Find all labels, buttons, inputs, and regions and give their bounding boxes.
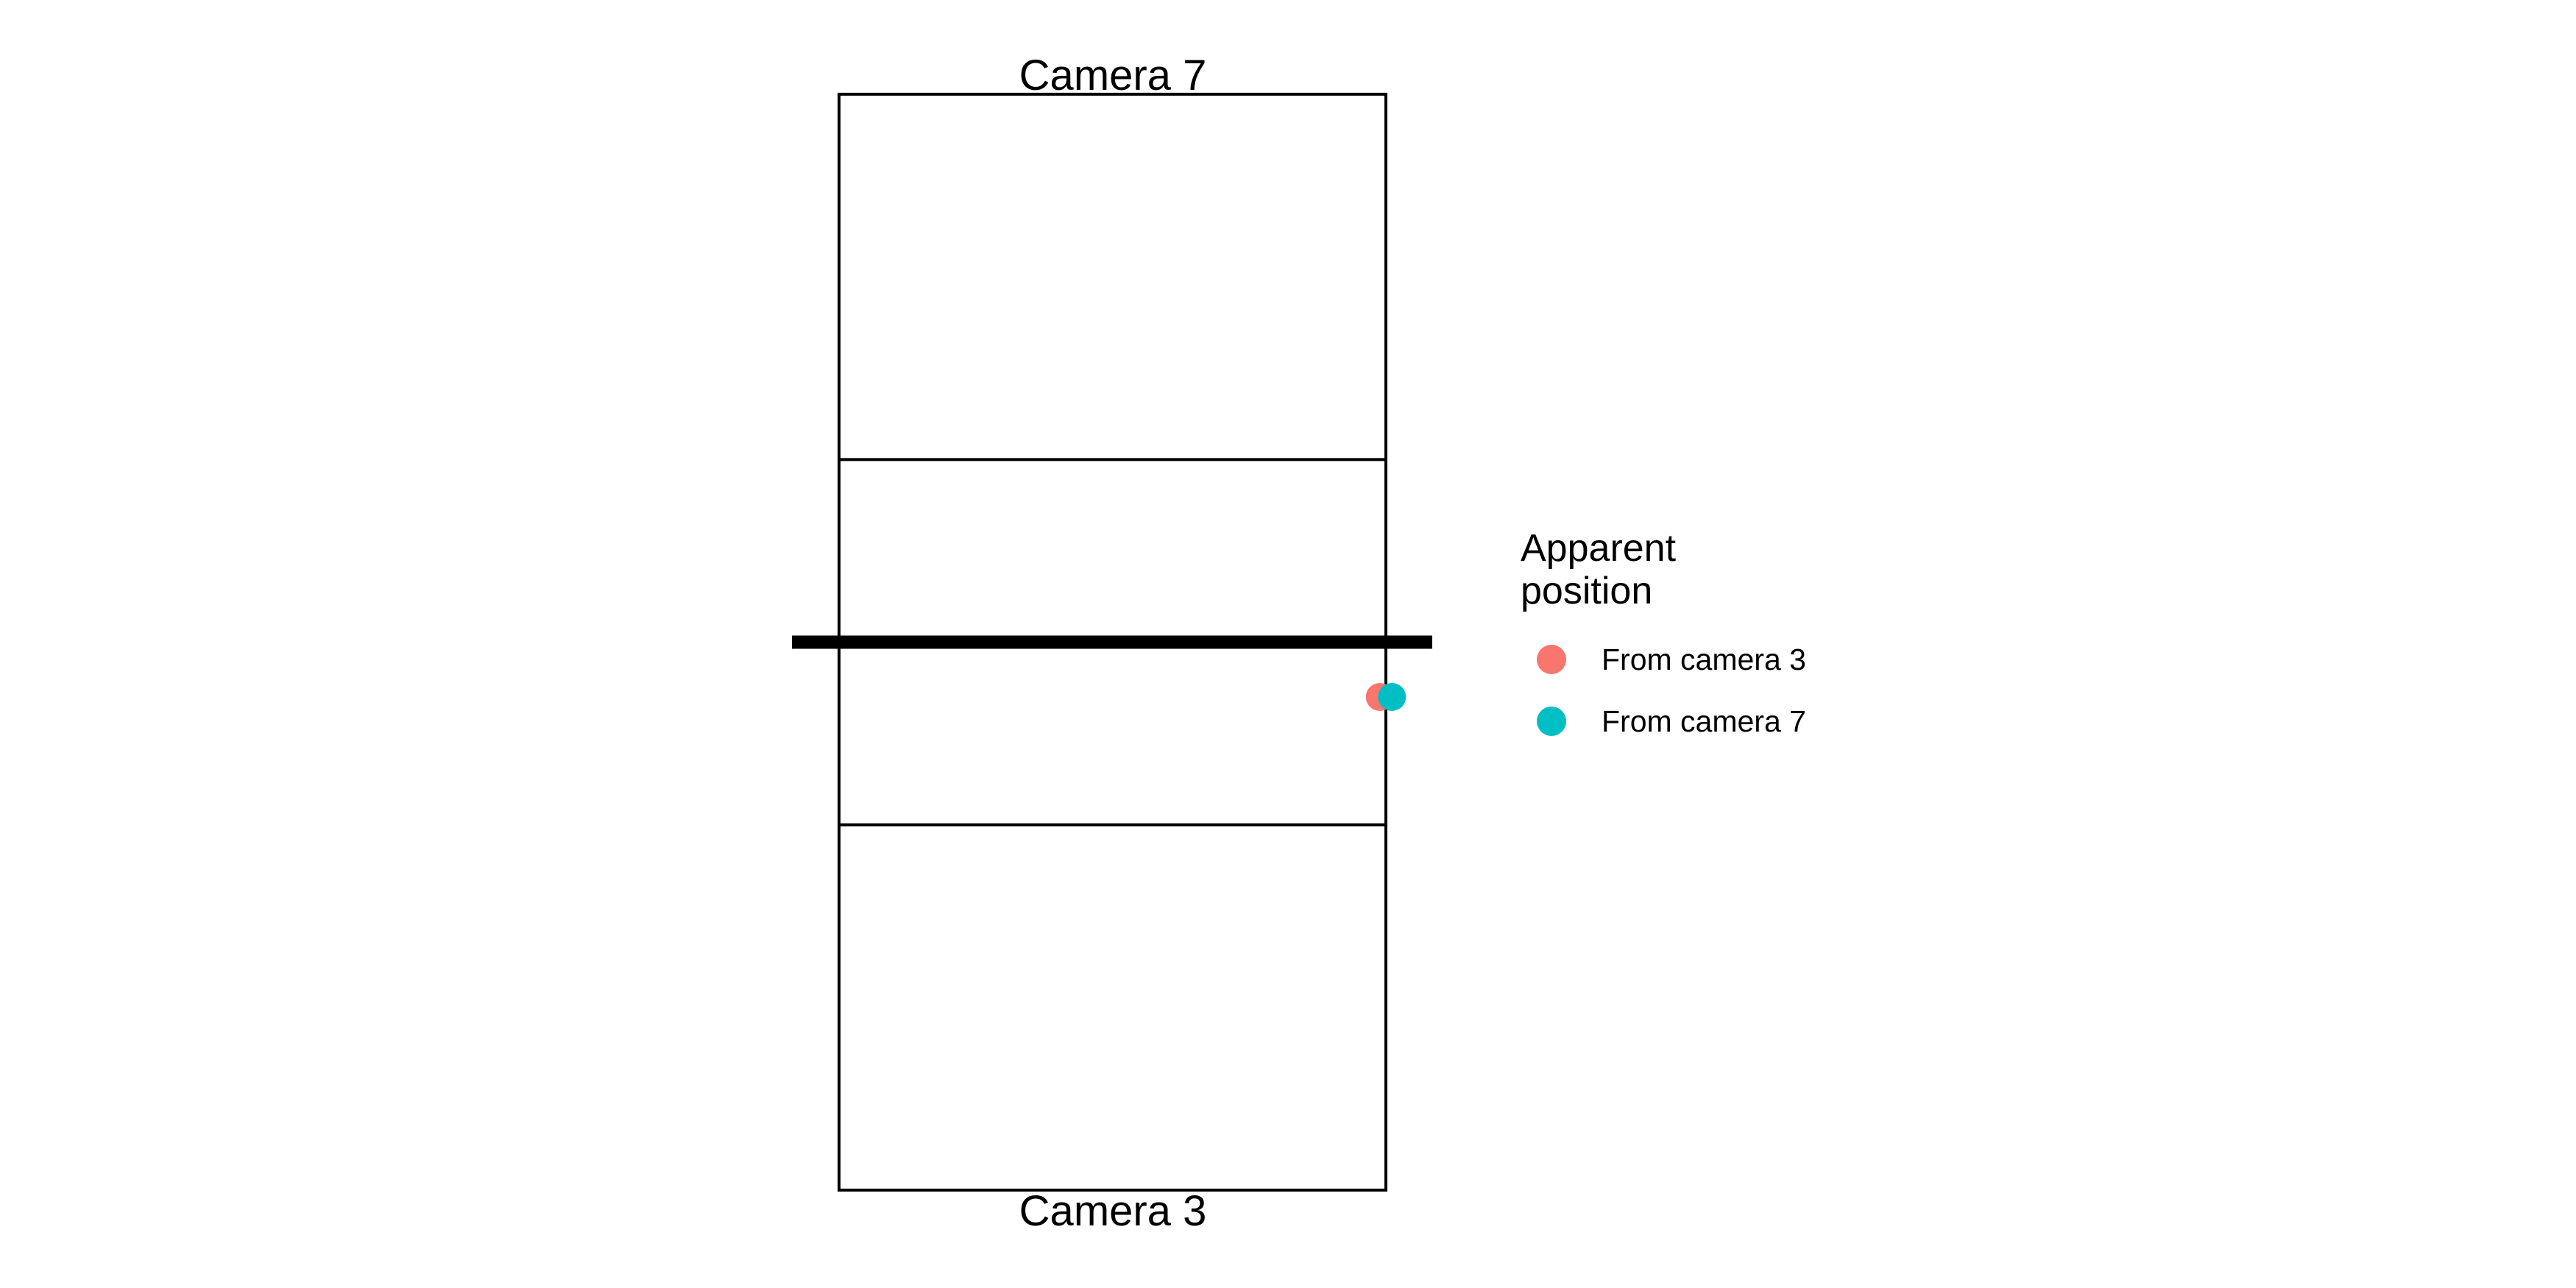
legend-key bbox=[1521, 690, 1582, 752]
net bbox=[792, 635, 1432, 649]
net-layer bbox=[792, 635, 1432, 649]
apparent-position-points bbox=[1365, 682, 1406, 711]
camera-7-label: Camera 7 bbox=[1019, 52, 1207, 99]
legend-item-camera-3: From camera 3 bbox=[1521, 629, 1903, 690]
legend-label: From camera 7 bbox=[1602, 704, 1806, 738]
camera-3-label: Camera 3 bbox=[1019, 1187, 1207, 1235]
legend-label: From camera 3 bbox=[1602, 642, 1806, 676]
legend: Apparent position From camera 3 From cam… bbox=[1521, 527, 1903, 752]
legend-item-camera-7: From camera 7 bbox=[1521, 690, 1903, 752]
legend-dot-icon bbox=[1537, 707, 1566, 736]
legend-key bbox=[1521, 629, 1582, 690]
legend-title: Apparent position bbox=[1521, 527, 1677, 612]
legend-dot-icon bbox=[1537, 645, 1566, 674]
position-point-camera-7 bbox=[1378, 682, 1406, 711]
